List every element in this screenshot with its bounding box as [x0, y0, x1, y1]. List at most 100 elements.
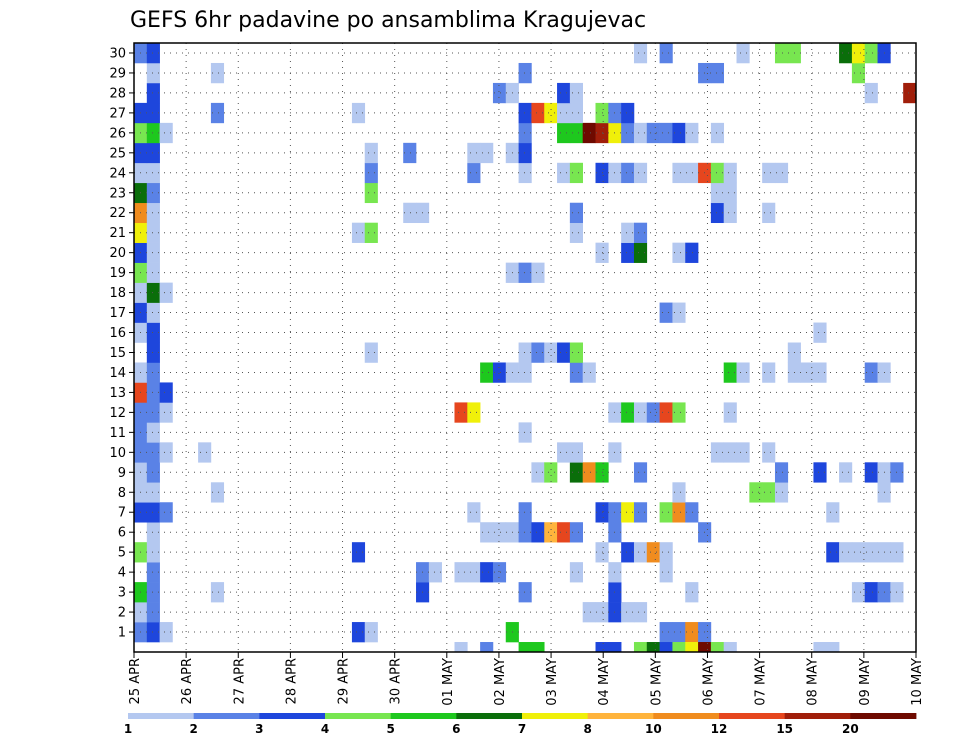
y-tick-label: 14 [109, 366, 126, 381]
colorbar-swatch [522, 713, 589, 719]
heatmap-cell [146, 122, 160, 144]
heatmap-cell [762, 162, 776, 184]
heatmap-cell [569, 102, 583, 124]
heatmap-cell [557, 162, 571, 184]
heatmap-cells [134, 43, 917, 652]
heatmap-cell [774, 462, 789, 483]
x-tick-label: 05 MAY [649, 658, 664, 706]
heatmap-cell [518, 62, 532, 84]
heatmap-cell [582, 462, 596, 483]
x-tick-label: 29 APR [337, 658, 352, 704]
heatmap-cell [723, 642, 737, 652]
heatmap-cell [633, 222, 648, 243]
heatmap-cell [454, 402, 468, 423]
heatmap-cell [659, 502, 673, 523]
heatmap-cell [351, 222, 366, 243]
heatmap-cell [518, 142, 532, 164]
colorbar-swatch [128, 713, 195, 719]
colorbar: 1 2 3 4 5 6 7 8 10 12 15 20 [124, 713, 917, 736]
y-tick-label: 29 [109, 66, 126, 81]
heatmap-cell [685, 642, 699, 652]
heatmap-cell [364, 182, 378, 204]
heatmap-cell [467, 562, 481, 583]
heatmap-cell [146, 282, 160, 303]
heatmap-cell [403, 142, 417, 164]
heatmap-cell [544, 522, 558, 543]
heatmap-cell [480, 142, 494, 164]
y-tick-label: 19 [109, 266, 126, 281]
heatmap-cell [864, 582, 878, 603]
y-tick-label: 24 [109, 166, 126, 181]
y-tick-label: 1 [118, 626, 126, 641]
heatmap-cell [851, 542, 866, 563]
heatmap-cell [582, 362, 596, 383]
colorbar-swatch [193, 713, 260, 719]
heatmap-cell [518, 522, 532, 543]
heatmap-cell [736, 442, 750, 463]
heatmap-cell [633, 162, 648, 184]
heatmap-cell [685, 622, 699, 643]
heatmap-cell [364, 622, 378, 643]
heatmap-cell [813, 642, 827, 652]
heatmap-cell [146, 242, 160, 263]
heatmap-cell [146, 402, 160, 423]
y-tick-label: 30 [109, 46, 126, 61]
heatmap-cell [633, 502, 648, 523]
heatmap-cell [146, 162, 160, 184]
heatmap-cell [557, 522, 571, 543]
heatmap-cell [364, 142, 378, 164]
heatmap-cell [839, 462, 853, 483]
y-tick-label: 18 [109, 286, 126, 301]
heatmap-cell [146, 582, 160, 603]
heatmap-cell [723, 202, 737, 224]
y-tick-label: 13 [109, 386, 126, 401]
heatmap-cell [351, 542, 366, 563]
colorbar-label: 20 [842, 722, 859, 736]
colorbar-label: 5 [386, 722, 394, 736]
heatmap-cell [480, 362, 494, 383]
heatmap-cell [582, 122, 596, 144]
heatmap-cell [685, 162, 699, 184]
y-tick-label: 11 [109, 426, 126, 441]
heatmap-cell [723, 162, 737, 184]
y-tick-label: 23 [109, 186, 126, 201]
heatmap-cell [633, 642, 648, 652]
heatmap-cell [800, 362, 814, 383]
heatmap-cell [621, 242, 635, 263]
y-tick-label: 16 [109, 326, 126, 341]
heatmap-cell [723, 182, 737, 204]
heatmap-cell [557, 82, 571, 104]
y-tick-label: 12 [109, 406, 126, 421]
heatmap-cell [710, 122, 725, 144]
heatmap-cell [864, 462, 878, 483]
heatmap-cell [659, 562, 673, 583]
heatmap-cell [146, 362, 160, 383]
heatmap-cell [480, 562, 494, 583]
heatmap-cell [710, 62, 725, 84]
heatmap-cell [146, 342, 160, 363]
heatmap-cell [659, 622, 673, 643]
heatmap-cell [518, 262, 532, 283]
heatmap-cell [364, 222, 378, 243]
heatmap-cell [159, 122, 173, 144]
colorbar-label: 1 [124, 722, 132, 736]
y-tick-label: 20 [109, 246, 126, 261]
x-axis-ticks: 25 APR 26 APR 27 APR 28 APR 29 APR 30 APR 01 M… [128, 652, 925, 706]
heatmap-cell [813, 462, 827, 483]
heatmap-cell [813, 362, 827, 383]
heatmap-cell [146, 542, 160, 563]
heatmap-cell [492, 362, 507, 383]
colorbar-label: 4 [321, 722, 329, 736]
heatmap-cell [146, 462, 160, 483]
heatmap-cell [518, 582, 532, 603]
heatmap-cell [672, 482, 686, 503]
heatmap-cell [480, 642, 494, 652]
x-tick-label: 27 APR [232, 658, 247, 704]
heatmap-cell [569, 222, 583, 243]
heatmap-cell [774, 482, 789, 503]
colorbar-swatch [653, 713, 720, 719]
heatmap-cell [633, 242, 648, 263]
heatmap-cell [839, 542, 853, 563]
heatmap-cell [864, 82, 878, 104]
heatmap-cell [569, 162, 583, 184]
